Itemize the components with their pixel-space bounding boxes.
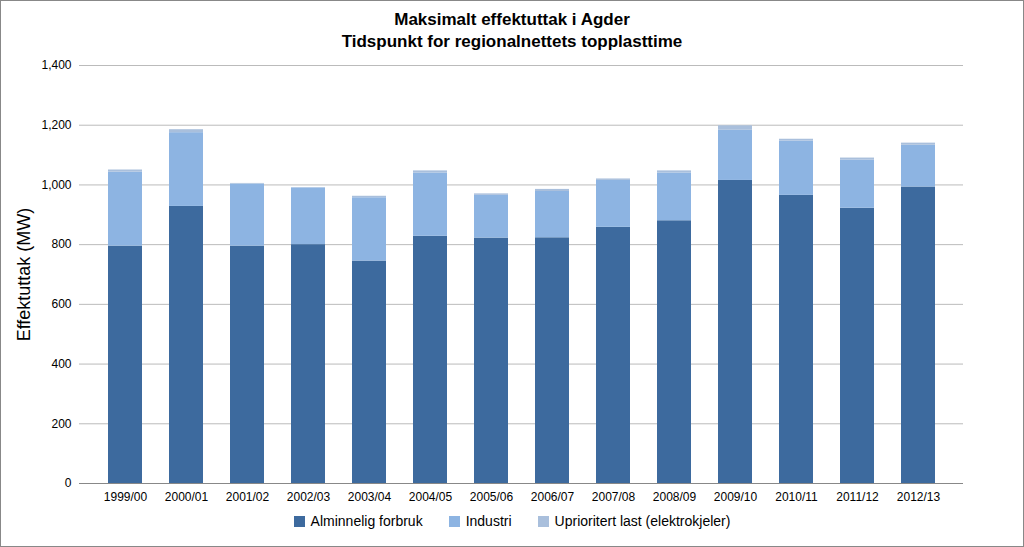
svg-text:2008/09: 2008/09 bbox=[653, 490, 697, 504]
svg-text:1,000: 1,000 bbox=[41, 178, 71, 192]
svg-text:1,200: 1,200 bbox=[41, 118, 71, 132]
html-text:Alminnelig forbruk: Alminnelig forbruk bbox=[310, 513, 423, 529]
svg-text:2001/02: 2001/02 bbox=[226, 490, 270, 504]
svg-text:2000/01: 2000/01 bbox=[165, 490, 209, 504]
svg-text:1999/00: 1999/00 bbox=[104, 490, 148, 504]
svg-text:400: 400 bbox=[51, 357, 71, 371]
svg-text:2010/11: 2010/11 bbox=[775, 490, 818, 504]
svg-text:Effektuttak (MW): Effektuttak (MW) bbox=[14, 208, 34, 342]
svg-text:2006/07: 2006/07 bbox=[531, 490, 575, 504]
svg-text:2007/08: 2007/08 bbox=[592, 490, 636, 504]
svg-text:1,400: 1,400 bbox=[41, 58, 71, 72]
svg-text:2009/10: 2009/10 bbox=[714, 490, 758, 504]
html-text:Maksimalt effektuttak i Agder: Maksimalt effektuttak i Agder bbox=[394, 10, 630, 29]
html-text:Tidspunkt for regionalnettets: Tidspunkt for regionalnettets topplastti… bbox=[341, 32, 683, 51]
svg-text:2003/04: 2003/04 bbox=[348, 490, 392, 504]
svg-text:600: 600 bbox=[51, 297, 71, 311]
svg-text:800: 800 bbox=[51, 237, 71, 251]
svg-text:2004/05: 2004/05 bbox=[409, 490, 453, 504]
html-text:Uprioritert last (elektrokjele: Uprioritert last (elektrokjeler) bbox=[554, 513, 731, 529]
svg-text:2011/12: 2011/12 bbox=[836, 490, 879, 504]
html-text:Industri: Industri bbox=[465, 513, 512, 529]
svg-text:2005/06: 2005/06 bbox=[470, 490, 514, 504]
svg-text:2002/03: 2002/03 bbox=[287, 490, 331, 504]
svg-text:0: 0 bbox=[65, 476, 72, 490]
svg-text:200: 200 bbox=[51, 417, 71, 431]
svg-text:2012/13: 2012/13 bbox=[897, 490, 941, 504]
